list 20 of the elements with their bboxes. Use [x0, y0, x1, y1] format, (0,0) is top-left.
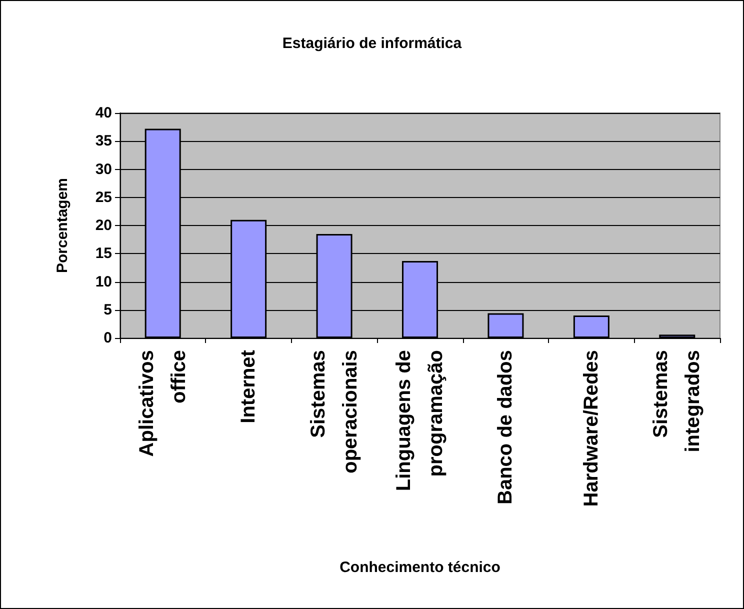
y-axis-title: Porcentagem [54, 178, 71, 274]
x-tick-label: Aplicativos office [136, 350, 190, 457]
x-tick-label: Banco de dados [494, 350, 517, 504]
y-tick-label: 10 [95, 273, 112, 290]
y-tick-label: 15 [95, 245, 112, 262]
y-tick-label: 20 [95, 217, 112, 234]
x-tick-label: Sistemas operacionais [307, 350, 362, 474]
x-tick-label: Sistemas integrados [650, 350, 704, 452]
x-axis-title: Conhecimento técnico [340, 559, 500, 576]
y-tick-label: 5 [104, 301, 112, 318]
bar [573, 316, 610, 338]
y-tick-label: 25 [95, 188, 112, 206]
y-tick-label: 35 [95, 132, 112, 150]
chart-title: Estagiário de informática [282, 35, 462, 52]
y-tick-label: 0 [104, 330, 112, 346]
bar [488, 313, 524, 338]
x-tick-label: Hardware/Redes [580, 350, 602, 507]
x-tick-label: Internet [238, 350, 260, 424]
y-tick-label: 30 [95, 160, 112, 178]
y-tick-label: 40 [95, 104, 112, 122]
